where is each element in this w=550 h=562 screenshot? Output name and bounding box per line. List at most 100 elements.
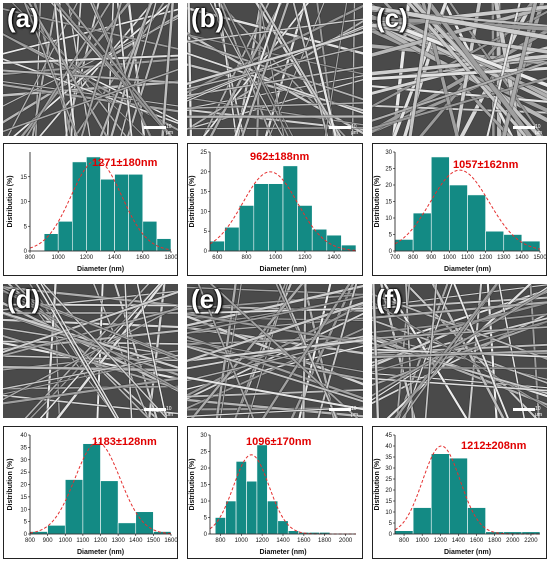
panel-f: (f) 10 μm 800 1000 1200 1400 1600 1800 2000 2200 0… <box>372 284 547 559</box>
gaussian-fit-curve <box>209 171 357 251</box>
x-tick-label: 1400 <box>129 538 143 544</box>
sem-image: (b) 10 μm <box>187 3 363 136</box>
sem-image: (e) 10 μm <box>187 284 363 418</box>
histogram-bar <box>256 444 268 535</box>
histogram: 800 900 1000 1100 1200 1300 1400 1500 1600 0 5 10 15… <box>3 426 178 559</box>
y-tick-label: 20 <box>385 488 392 494</box>
x-tick-label: 1400 <box>327 255 341 261</box>
y-tick-label: 40 <box>385 444 392 450</box>
scale-bar <box>329 408 351 411</box>
scale-bar <box>513 126 535 129</box>
histogram-bar <box>449 184 468 252</box>
histogram-bar <box>297 205 313 252</box>
panel-e: (e) 10 μm 800 1000 1200 1400 1600 1800 2000 0 5 10 1… <box>187 284 363 559</box>
histogram: 800 1000 1200 1400 1600 1800 2000 2200 0 5 10 15 20 2… <box>372 426 547 559</box>
histogram: 600 800 1000 1200 1400 0 5 10 15 20 25 Diameter (nm… <box>187 143 363 276</box>
panel-label: (a) <box>7 3 39 33</box>
y-tick-label: 10 <box>200 209 207 215</box>
y-tick-label: 20 <box>200 466 207 472</box>
x-axis-title: Diameter (nm) <box>259 549 306 556</box>
y-tick-label: 30 <box>20 458 27 464</box>
y-axis-title: Distribution (%) <box>374 175 381 227</box>
y-tick-label: 35 <box>20 445 27 451</box>
y-axis-title: Distribution (%) <box>189 458 196 510</box>
x-tick-label: 1000 <box>443 255 457 261</box>
x-tick-label: 1000 <box>235 538 249 544</box>
x-tick-label: 1200 <box>94 538 108 544</box>
scale-bar-label: 10 μm <box>166 406 174 418</box>
histogram-bar <box>246 480 258 535</box>
histogram-bar <box>225 500 237 535</box>
histogram-bar <box>156 238 172 252</box>
x-tick-label: 1100 <box>461 255 475 261</box>
histogram-bar <box>287 530 299 535</box>
x-tick-label: 700 <box>390 255 401 261</box>
x-tick-label: 800 <box>399 538 410 544</box>
y-tick-label: 15 <box>200 190 207 196</box>
x-tick-label: 1800 <box>164 255 178 261</box>
x-tick-label: 2000 <box>506 538 520 544</box>
scale-bar <box>513 408 535 411</box>
x-axis-title: Diameter (nm) <box>77 549 124 556</box>
y-tick-label: 10 <box>20 200 27 206</box>
y-tick-label: 15 <box>385 200 392 206</box>
y-tick-label: 10 <box>385 216 392 222</box>
y-tick-label: 10 <box>385 510 392 516</box>
scale-bar-label: 10 μm <box>351 124 359 136</box>
histogram-bar <box>224 226 240 252</box>
x-tick-label: 1100 <box>76 538 90 544</box>
mean-diameter-annotation: 1271±180nm <box>92 157 158 169</box>
y-tick-label: 20 <box>385 183 392 189</box>
mean-diameter-annotation: 1096±170nm <box>246 436 312 448</box>
y-tick-label: 5 <box>204 229 208 235</box>
panel-label: (c) <box>376 3 408 33</box>
x-tick-label: 1200 <box>80 255 94 261</box>
x-tick-label: 1200 <box>434 538 448 544</box>
histogram-bar <box>394 530 414 535</box>
x-tick-label: 1200 <box>479 255 493 261</box>
histogram-bar <box>117 522 137 535</box>
y-tick-label: 45 <box>385 433 392 439</box>
y-tick-label: 25 <box>200 450 207 456</box>
histogram-bar <box>128 173 144 252</box>
x-tick-label: 1600 <box>297 538 311 544</box>
histogram-bar <box>238 205 255 252</box>
x-tick-label: 1800 <box>488 538 502 544</box>
scale-bar-label: 10 μm <box>351 406 359 418</box>
mean-diameter-annotation: 1183±128nm <box>92 436 157 448</box>
y-tick-label: 5 <box>204 516 208 522</box>
histogram-bar <box>86 156 101 252</box>
x-axis-title: Diameter (nm) <box>444 549 491 556</box>
x-tick-label: 1400 <box>108 255 122 261</box>
y-tick-label: 15 <box>20 175 27 181</box>
y-tick-label: 0 <box>389 532 393 538</box>
x-axis-title: Diameter (nm) <box>77 266 124 273</box>
panel-c: (c) 10 μm 700 800 900 1000 1100 1200 1300 1400 150… <box>372 3 547 276</box>
sem-image: (d) 10 μm <box>3 284 178 418</box>
x-axis-title: Diameter (nm) <box>259 266 306 273</box>
histogram: 800 1000 1200 1400 1600 1800 0 5 10 15 Diameter (n… <box>3 143 178 276</box>
x-tick-label: 1200 <box>298 255 312 261</box>
histogram-bar <box>430 453 450 535</box>
mean-diameter-annotation: 1212±208nm <box>461 440 527 452</box>
y-tick-label: 30 <box>200 433 207 439</box>
histogram-bar <box>430 156 450 252</box>
y-tick-label: 20 <box>200 170 207 176</box>
x-tick-label: 900 <box>426 255 437 261</box>
histogram-bar <box>43 233 59 252</box>
histogram-bar <box>485 230 505 252</box>
mean-diameter-annotation: 962±188nm <box>250 151 309 163</box>
x-tick-label: 1800 <box>318 538 332 544</box>
x-tick-label: 1000 <box>52 255 66 261</box>
histogram-bar <box>47 525 66 535</box>
histogram-bar <box>82 443 101 535</box>
x-tick-label: 800 <box>25 538 36 544</box>
histogram-bar <box>57 221 73 252</box>
y-tick-label: 0 <box>204 532 208 538</box>
sem-image: (f) 10 μm <box>372 284 547 418</box>
x-tick-label: 1300 <box>111 538 125 544</box>
scale-bar-label: 10 μm <box>535 124 543 136</box>
y-tick-label: 10 <box>20 507 27 513</box>
x-tick-label: 1000 <box>269 255 283 261</box>
histogram: 700 800 900 1000 1100 1200 1300 1400 1500 0 5 10 15 2… <box>372 143 547 276</box>
